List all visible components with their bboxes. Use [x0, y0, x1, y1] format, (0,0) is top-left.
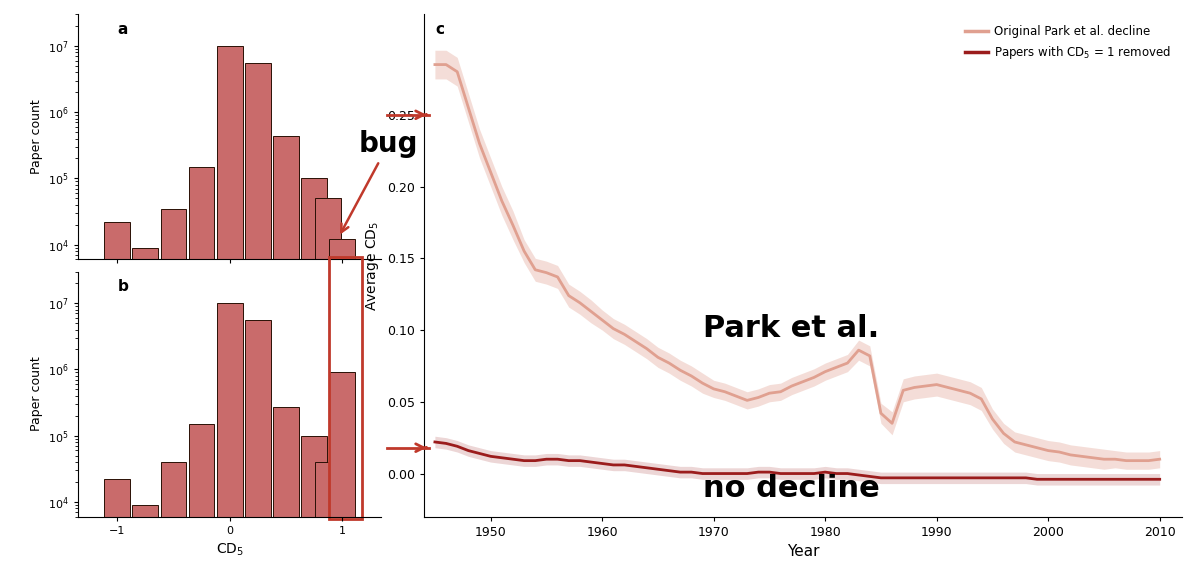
Bar [132, 248, 158, 574]
Papers with CD$_5$ = 1 removed [1030, 476, 1044, 483]
Bar [161, 208, 186, 574]
Bar [316, 462, 341, 574]
Bar [161, 462, 186, 574]
Bar [245, 320, 271, 574]
Text: bug: bug [341, 130, 419, 232]
Bar [245, 63, 271, 574]
Papers with CD$_5$ = 1 removed [484, 453, 498, 460]
Papers with CD$_5$ = 1 removed [996, 475, 1010, 482]
Bar [188, 424, 215, 574]
Y-axis label: Average CD$_5$: Average CD$_5$ [364, 220, 382, 311]
Bar [217, 303, 242, 574]
Original Park et al. decline [606, 325, 620, 332]
Y-axis label: Paper count: Paper count [30, 356, 43, 432]
Papers with CD$_5$ = 1 removed [1108, 476, 1122, 483]
Bar [272, 407, 299, 574]
Bar [217, 46, 242, 574]
Bar [104, 479, 131, 574]
Y-axis label: Paper count: Paper count [30, 99, 43, 174]
Original Park et al. decline [427, 61, 442, 68]
X-axis label: CD$_5$: CD$_5$ [216, 541, 244, 557]
Text: real: real [448, 368, 509, 396]
Papers with CD$_5$ = 1 removed [606, 461, 620, 468]
Text: b: b [118, 279, 128, 294]
Line: Original Park et al. decline: Original Park et al. decline [434, 65, 1159, 461]
Bar [329, 257, 362, 519]
Legend: Original Park et al. decline, Papers with CD$_5$ = 1 removed: Original Park et al. decline, Papers wit… [960, 20, 1176, 65]
Original Park et al. decline [484, 169, 498, 176]
Papers with CD$_5$ = 1 removed [740, 470, 755, 477]
Bar [301, 179, 326, 574]
Original Park et al. decline [650, 354, 665, 361]
Bar [329, 239, 355, 574]
Papers with CD$_5$ = 1 removed [1152, 476, 1166, 483]
Original Park et al. decline [740, 397, 755, 404]
Papers with CD$_5$ = 1 removed [427, 439, 442, 445]
Bar [316, 199, 341, 574]
Papers with CD$_5$ = 1 removed [650, 466, 665, 473]
Original Park et al. decline [1152, 456, 1166, 463]
Bar [272, 137, 299, 574]
Text: Park et al.: Park et al. [702, 314, 878, 343]
Original Park et al. decline [1120, 457, 1134, 464]
Bar [301, 436, 326, 574]
Bar [104, 222, 131, 574]
Bar [188, 167, 215, 574]
Line: Papers with CD$_5$ = 1 removed: Papers with CD$_5$ = 1 removed [434, 442, 1159, 479]
Text: no decline: no decline [702, 474, 880, 502]
Bar [329, 373, 355, 574]
Original Park et al. decline [996, 430, 1010, 437]
Text: a: a [118, 22, 128, 37]
Bar [132, 505, 158, 574]
X-axis label: Year: Year [787, 544, 820, 559]
Text: c: c [436, 22, 444, 37]
Original Park et al. decline [1097, 456, 1111, 463]
